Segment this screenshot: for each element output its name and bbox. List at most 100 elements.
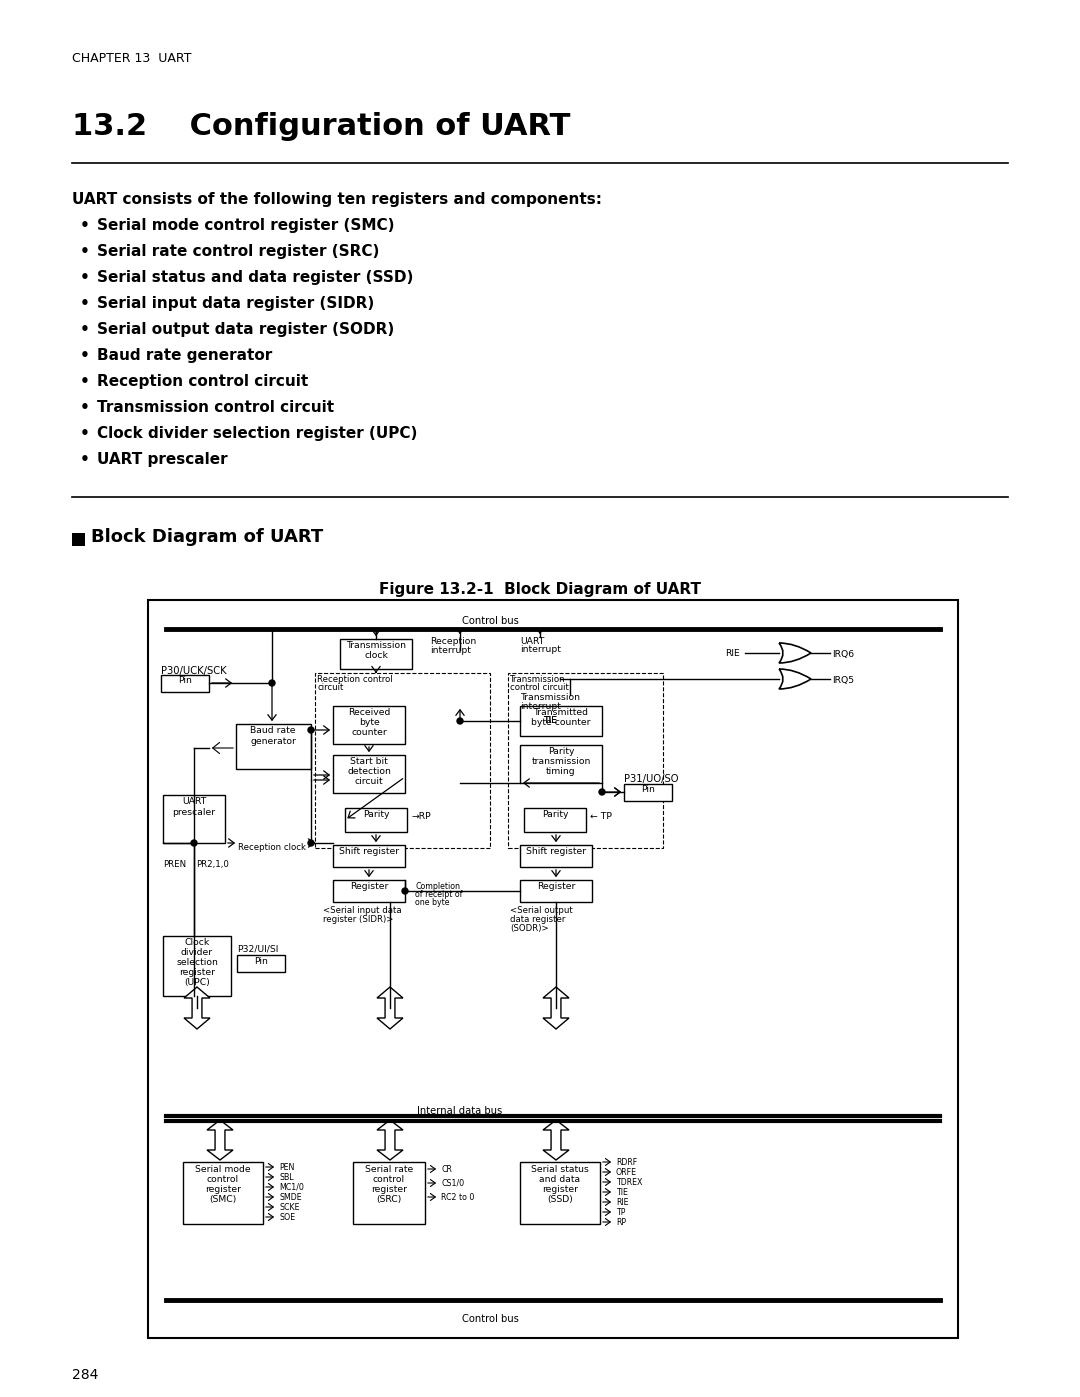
- Bar: [333, 845, 405, 868]
- Text: •: •: [80, 453, 90, 467]
- Text: CS1/0: CS1/0: [441, 1179, 464, 1187]
- Text: •: •: [80, 400, 90, 415]
- Text: byte counter: byte counter: [531, 718, 591, 726]
- Text: Serial status and data register (SSD): Serial status and data register (SSD): [97, 270, 414, 285]
- Text: data register: data register: [510, 915, 565, 923]
- Circle shape: [308, 840, 314, 847]
- Bar: [508, 673, 663, 848]
- Text: interrupt: interrupt: [519, 645, 561, 654]
- Bar: [72, 534, 85, 546]
- Text: Transmission: Transmission: [519, 693, 580, 703]
- Text: register: register: [542, 1185, 578, 1194]
- Bar: [345, 807, 407, 833]
- Bar: [315, 673, 490, 848]
- PathPatch shape: [779, 669, 811, 689]
- Text: CHAPTER 13  UART: CHAPTER 13 UART: [72, 52, 191, 66]
- Text: Transmission: Transmission: [346, 641, 406, 650]
- Text: byte: byte: [359, 718, 379, 726]
- Text: clock: clock: [364, 651, 388, 659]
- Text: transmission: transmission: [531, 757, 591, 766]
- Text: •: •: [80, 374, 90, 388]
- Text: register: register: [372, 1185, 407, 1194]
- Text: •: •: [80, 218, 90, 233]
- Text: •: •: [80, 244, 90, 258]
- Text: Internal data bus: Internal data bus: [417, 1106, 502, 1116]
- Text: Parity: Parity: [363, 810, 389, 819]
- Circle shape: [308, 726, 314, 733]
- Text: SMDE: SMDE: [279, 1193, 301, 1201]
- Bar: [353, 1162, 426, 1224]
- Text: detection: detection: [347, 767, 391, 775]
- Bar: [161, 675, 210, 692]
- Text: (SMC): (SMC): [210, 1194, 237, 1204]
- Text: (SRC): (SRC): [376, 1194, 402, 1204]
- Text: (SSD): (SSD): [548, 1194, 572, 1204]
- Polygon shape: [377, 988, 403, 1030]
- Text: UART: UART: [181, 798, 206, 806]
- Text: SOE: SOE: [279, 1213, 295, 1222]
- Text: RIE: RIE: [725, 650, 740, 658]
- Text: Serial status: Serial status: [531, 1165, 589, 1173]
- Text: Transmission control circuit: Transmission control circuit: [97, 400, 334, 415]
- Text: Baud rate: Baud rate: [251, 726, 296, 735]
- Text: and data: and data: [539, 1175, 581, 1185]
- Text: Shift register: Shift register: [526, 847, 586, 856]
- Text: Parity: Parity: [542, 810, 568, 819]
- Bar: [237, 724, 311, 768]
- Text: Block Diagram of UART: Block Diagram of UART: [91, 528, 323, 546]
- Circle shape: [457, 718, 463, 724]
- Text: IRQ5: IRQ5: [832, 676, 854, 685]
- Text: UART consists of the following ten registers and components:: UART consists of the following ten regis…: [72, 191, 602, 207]
- Text: Transmission: Transmission: [510, 675, 566, 685]
- Text: •: •: [80, 296, 90, 312]
- Polygon shape: [377, 1120, 403, 1160]
- Bar: [519, 880, 592, 902]
- Text: IRQ6: IRQ6: [832, 650, 854, 659]
- Text: Reception control: Reception control: [318, 675, 393, 685]
- PathPatch shape: [779, 643, 811, 664]
- Text: Register: Register: [537, 882, 576, 891]
- Text: generator: generator: [251, 738, 296, 746]
- Circle shape: [599, 789, 605, 795]
- Text: Serial rate control register (SRC): Serial rate control register (SRC): [97, 244, 379, 258]
- Text: Reception control circuit: Reception control circuit: [97, 374, 308, 388]
- Text: RIE: RIE: [616, 1199, 629, 1207]
- Bar: [148, 599, 958, 1338]
- Text: ORFE: ORFE: [616, 1168, 637, 1178]
- Text: ← TP: ← TP: [590, 812, 612, 821]
- Text: Completion: Completion: [415, 882, 460, 891]
- Text: →RP: →RP: [411, 812, 431, 821]
- Text: 13.2    Configuration of UART: 13.2 Configuration of UART: [72, 112, 570, 141]
- Text: interrupt: interrupt: [430, 645, 471, 655]
- Bar: [519, 745, 602, 782]
- Text: Serial rate: Serial rate: [365, 1165, 414, 1173]
- Bar: [333, 754, 405, 793]
- Text: Clock divider selection register (UPC): Clock divider selection register (UPC): [97, 426, 417, 441]
- Text: Control bus: Control bus: [461, 1315, 518, 1324]
- Text: RC2 to 0: RC2 to 0: [441, 1193, 474, 1201]
- Text: TIE: TIE: [543, 717, 557, 725]
- Circle shape: [402, 888, 408, 894]
- Bar: [519, 705, 602, 736]
- Text: Serial output data register (SODR): Serial output data register (SODR): [97, 321, 394, 337]
- Polygon shape: [543, 988, 569, 1030]
- Bar: [333, 705, 405, 745]
- Text: CR: CR: [441, 1165, 451, 1173]
- Text: Start bit: Start bit: [350, 757, 388, 766]
- Text: Serial mode control register (SMC): Serial mode control register (SMC): [97, 218, 394, 233]
- Text: register (SIDR)>: register (SIDR)>: [323, 915, 393, 923]
- Text: UART: UART: [519, 637, 544, 645]
- Bar: [519, 1162, 600, 1224]
- Text: control: control: [207, 1175, 239, 1185]
- Text: Reception: Reception: [430, 637, 476, 645]
- Text: counter: counter: [351, 728, 387, 738]
- Text: 284: 284: [72, 1368, 98, 1382]
- Text: Control bus: Control bus: [461, 616, 518, 626]
- Text: TDREX: TDREX: [616, 1178, 643, 1187]
- Text: PREN: PREN: [163, 861, 186, 869]
- Bar: [183, 1162, 264, 1224]
- Text: •: •: [80, 426, 90, 441]
- Text: Transmitted: Transmitted: [534, 708, 589, 717]
- Text: P30/UCK/SCK: P30/UCK/SCK: [161, 666, 227, 676]
- Polygon shape: [207, 1120, 233, 1160]
